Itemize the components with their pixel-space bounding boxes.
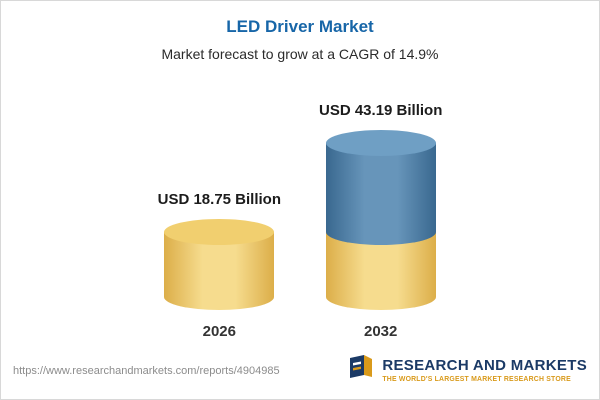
cylinder-segment-2032-growth xyxy=(325,143,436,245)
chart-title: LED Driver Market xyxy=(226,17,374,36)
category-label-2026: 2026 xyxy=(202,323,236,340)
source-url: https://www.researchandmarkets.com/repor… xyxy=(13,364,280,377)
logo-text: RESEARCH AND MARKETS THE WORLD'S LARGEST… xyxy=(382,358,587,383)
company-logo: RESEARCH AND MARKETS THE WORLD'S LARGEST… xyxy=(348,354,587,387)
cylinder-2032 xyxy=(325,130,436,310)
value-label-2032: USD 43.19 Billion xyxy=(319,102,443,120)
chart-area: USD 18.75 Billion 2026 USD 43.19 Billion… xyxy=(1,62,599,346)
cylinder-segment-2032-base xyxy=(325,231,436,310)
value-label-2026: USD 18.75 Billion xyxy=(157,190,281,208)
cylinder-top-2026 xyxy=(164,218,275,245)
bar-group-2026: USD 18.75 Billion 2026 xyxy=(158,191,281,340)
footer: https://www.researchandmarkets.com/repor… xyxy=(1,346,599,399)
bar-group-2032: USD 43.19 Billion 2032 xyxy=(319,102,442,340)
category-label-2032: 2032 xyxy=(364,323,398,340)
logo-tagline: THE WORLD'S LARGEST MARKET RESEARCH STOR… xyxy=(382,376,571,383)
research-and-markets-logo-icon xyxy=(348,354,374,387)
chart-header: LED Driver Market Market forecast to gro… xyxy=(1,1,599,62)
logo-name: RESEARCH AND MARKETS xyxy=(382,357,587,374)
cylinder-segment-2026 xyxy=(164,231,275,310)
chart-subtitle: Market forecast to grow at a CAGR of 14.… xyxy=(161,46,439,63)
cylinder-2026 xyxy=(164,218,275,310)
cylinder-top-2032 xyxy=(325,130,436,157)
